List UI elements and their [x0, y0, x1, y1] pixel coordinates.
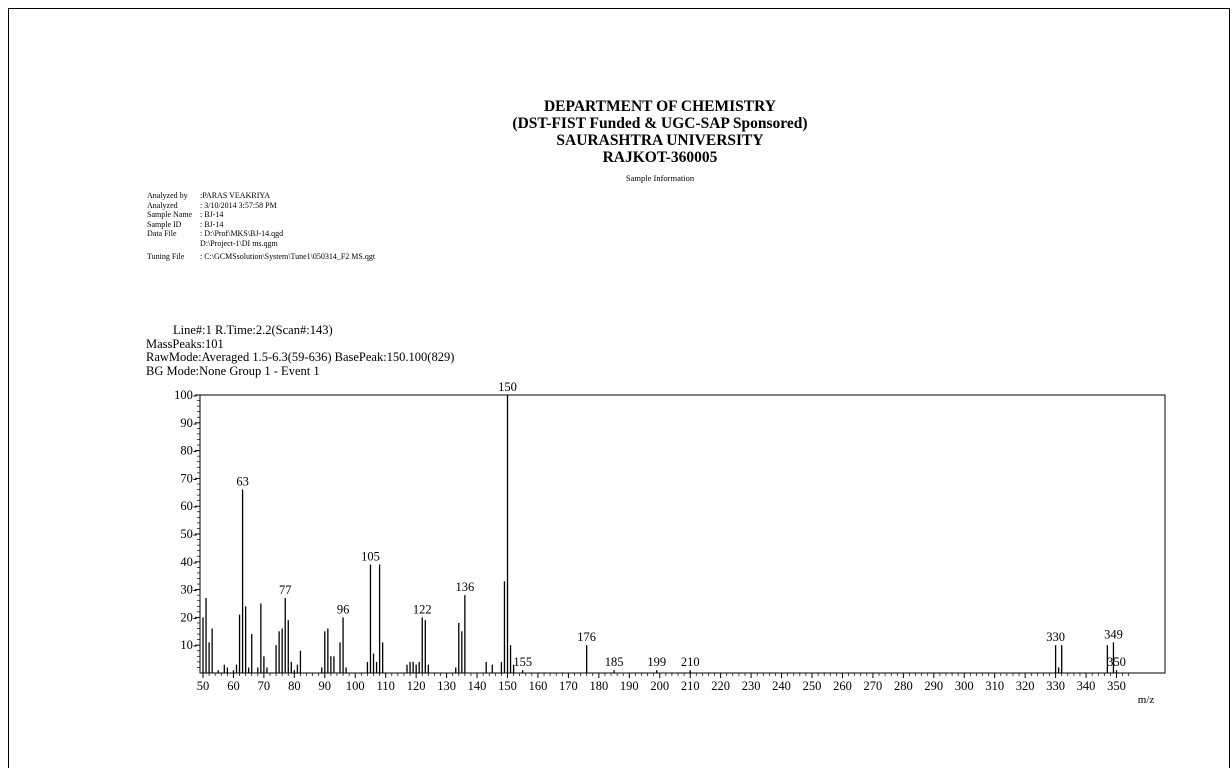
info-row: Analyzed : 3/10/2014 3:57:58 PM: [147, 201, 375, 211]
x-tick-label: 180: [589, 679, 608, 693]
info-row: Analyzed by :PARAS VEAKRIYA: [147, 191, 375, 201]
info-key: Sample Name: [147, 210, 193, 220]
y-tick-label: 50-: [180, 527, 197, 541]
x-tick-label: 110: [377, 679, 395, 693]
x-tick-label: 310: [985, 679, 1004, 693]
x-tick-label: 80: [288, 679, 301, 693]
scan-info: Line#:1 R.Time:2.2(Scan#:143) MassPeaks:…: [146, 323, 455, 378]
peak-label: 330: [1046, 630, 1065, 644]
x-tick-label: 260: [833, 679, 852, 693]
x-tick-label: 140: [468, 679, 487, 693]
info-key: Sample ID: [147, 219, 182, 229]
x-tick-label: 170: [559, 679, 578, 693]
info-value: : D:\Prof\MKS\BJ-14.qgd: [200, 229, 284, 239]
peak-label: 350: [1107, 655, 1126, 669]
y-tick-label: 70-: [180, 471, 197, 485]
x-tick-label: 100: [346, 679, 365, 693]
peak-label: 176: [577, 630, 596, 644]
info-value: : C:\GCMSsolution\System\Tune1\050314_F2…: [200, 251, 376, 261]
x-tick-label: 350: [1107, 679, 1126, 693]
header-city: RAJKOT-360005: [602, 149, 718, 166]
x-tick-label: 300: [955, 679, 974, 693]
peak-label: 77: [279, 583, 292, 597]
x-tick-label: 70: [258, 679, 271, 693]
header-funding: (DST-FIST Funded & UGC-SAP Sponsored): [512, 115, 808, 132]
x-tick-label: 50: [197, 679, 210, 693]
info-key: Data File: [147, 229, 177, 239]
info-row: D:\Project-1\DI ms.qgm: [147, 239, 375, 249]
info-value: D:\Project-1\DI ms.qgm: [200, 238, 278, 248]
x-tick-label: 240: [772, 679, 791, 693]
y-tick-label: 30-: [180, 583, 197, 597]
x-tick-label: 130: [437, 679, 456, 693]
peak-label: 155: [513, 655, 532, 669]
peak-label: 349: [1104, 627, 1123, 641]
info-row: Sample ID : BJ-14: [147, 220, 375, 230]
y-tick-label: 40-: [180, 555, 197, 569]
plot-frame: [199, 394, 1166, 674]
scan-line-1: Line#:1 R.Time:2.2(Scan#:143): [173, 323, 333, 337]
x-tick-label: 90: [319, 679, 332, 693]
info-row: Data File : D:\Prof\MKS\BJ-14.qgd: [147, 229, 375, 239]
report-header: DEPARTMENT OF CHEMISTRY (DST-FIST Funded…: [0, 98, 1232, 187]
x-axis-label: m/z: [1138, 694, 1155, 706]
peak-label: 122: [413, 602, 432, 616]
page-frame: [8, 8, 1230, 768]
info-value: :PARAS VEAKRIYA: [200, 191, 271, 200]
info-value: : BJ-14: [200, 219, 224, 229]
info-row: Tuning File : C:\GCMSsolution\System\Tune…: [147, 252, 375, 262]
peak-label: 96: [337, 602, 350, 616]
chart-peaks: [202, 395, 1118, 673]
y-tick-label: 60-: [180, 499, 197, 513]
header-university: SAURASHTRA UNIVERSITY: [556, 132, 764, 149]
sample-info: Analyzed by :PARAS VEAKRIYA Analyzed : 3/1…: [147, 191, 375, 261]
info-key: Analyzed by: [147, 191, 188, 200]
x-tick-label: 60: [227, 679, 240, 693]
info-value: : 3/10/2014 3:57:58 PM: [200, 200, 277, 210]
scan-line-3: RawMode:Averaged 1.5-6.3(59-636) BasePea…: [146, 350, 455, 365]
y-tick-label: 10-: [180, 638, 197, 652]
peak-label: 63: [236, 475, 249, 489]
y-tick-label: 100-: [174, 388, 197, 402]
info-key: Analyzed: [147, 200, 178, 210]
x-tick-label: 190: [620, 679, 639, 693]
header-subtitle: Sample Information: [625, 173, 695, 183]
x-tick-label: 230: [742, 679, 761, 693]
y-tick-label: 80-: [180, 444, 197, 458]
y-tick-label: 90-: [180, 416, 197, 430]
x-tick-label: 120: [407, 679, 426, 693]
x-tick-label: 150: [498, 679, 517, 693]
x-tick-label: 320: [1016, 679, 1035, 693]
peak-label: 185: [605, 655, 624, 669]
y-tick-label: 20-: [180, 610, 197, 624]
x-tick-label: 160: [529, 679, 548, 693]
chart-peak-labels: 63 77 96 105 122 136 150 155 176 185 199 210 330 349 3…: [236, 380, 1126, 669]
scan-line-4: BG Mode:None Group 1 - Event 1: [146, 363, 320, 378]
chart-axes: 50 60 70 80 90 100 110 120 130 140 150 160 170 180 190…: [174, 388, 1166, 693]
peak-label: 136: [455, 580, 474, 594]
peak-label: 199: [647, 655, 666, 669]
header-department: DEPARTMENT OF CHEMISTRY: [543, 98, 776, 115]
info-key: Tuning File: [147, 251, 185, 261]
x-tick-label: 340: [1077, 679, 1096, 693]
scan-line-2: MassPeaks:101: [146, 336, 224, 351]
peak-label: 210: [681, 655, 700, 669]
peak-label: 150: [498, 380, 517, 394]
x-tick-label: 270: [864, 679, 883, 693]
x-tick-label: 210: [681, 679, 700, 693]
info-row: Sample Name : BJ-14: [147, 210, 375, 220]
x-tick-label: 200: [650, 679, 669, 693]
x-tick-label: 280: [894, 679, 913, 693]
x-tick-label: 220: [711, 679, 730, 693]
x-tick-label: 290: [924, 679, 943, 693]
info-value: : BJ-14: [200, 210, 224, 220]
peak-label: 105: [361, 550, 380, 564]
x-tick-label: 330: [1046, 679, 1065, 693]
x-tick-label: 250: [803, 679, 822, 693]
